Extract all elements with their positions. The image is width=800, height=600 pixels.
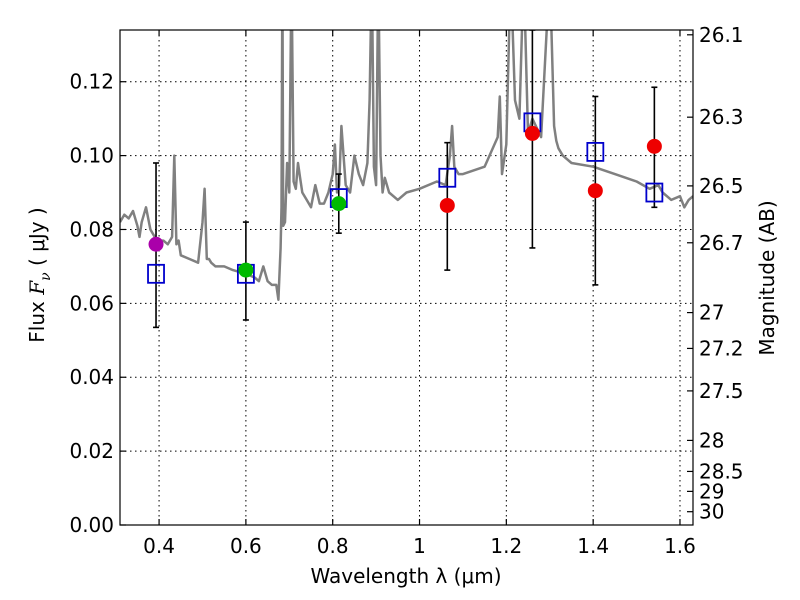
mag-tick-label: 26.5: [699, 174, 744, 198]
x-tick-label: 1.4: [577, 534, 609, 558]
x-tick-label: 1: [413, 534, 426, 558]
axes: 0.4 0.6 0.8 1 1.2 1.4 1.6 0.00 0.02 0.04 0.06 0.08 0…: [69, 23, 743, 558]
mag-tick-label: 27.5: [699, 379, 744, 403]
y-tick-label: 0.06: [69, 291, 114, 315]
observed-point-marker: [587, 183, 603, 199]
y-axis-label-unit: ( μJy ): [25, 207, 49, 272]
y-tick-label: 0.02: [69, 439, 114, 463]
observed-point-marker: [439, 197, 455, 213]
model-square-marker: [586, 142, 605, 162]
x-tick-label: 1.2: [490, 534, 522, 558]
plot-area: [120, 30, 693, 329]
model-square-marker: [438, 167, 457, 188]
y-tick-label: 0.04: [69, 365, 114, 389]
observed-point-marker: [238, 262, 254, 278]
plot-frame: [119, 29, 694, 526]
mag-tick-label: 30: [699, 500, 724, 524]
y-axis-label: Flux Fν ( μJy ): [25, 207, 54, 342]
mag-tick-label: 28: [699, 428, 724, 452]
y-axis-label-symbol: F: [25, 280, 49, 296]
mag-tick-label: 26.3: [699, 105, 744, 129]
y-tick-label: 0.00: [69, 513, 114, 537]
observed-point-marker: [524, 125, 540, 141]
x-tick-label: 0.4: [143, 534, 175, 558]
mag-tick-label: 28.5: [699, 459, 744, 483]
observed-point-marker: [331, 196, 347, 212]
mag-tick-label: 27: [699, 301, 724, 325]
observed-point-marker: [646, 138, 662, 154]
model-square-marker: [147, 263, 165, 284]
x-tick-label: 0.6: [230, 534, 262, 558]
right-axis-label: Magnitude (AB): [755, 200, 779, 355]
mag-tick-label: 26.7: [699, 231, 744, 255]
y-tick-label: 0.08: [69, 217, 114, 241]
x-tick-label: 0.8: [317, 534, 349, 558]
y-axis-label-subscript: ν: [38, 272, 54, 281]
x-tick-label: 1.6: [664, 534, 696, 558]
x-axis-label: Wavelength λ (μm): [310, 564, 501, 588]
mag-tick-label: 27.2: [699, 336, 744, 360]
mag-tick-label: 29: [699, 479, 724, 503]
y-tick-label: 0.12: [69, 70, 114, 94]
model-square-marker: [645, 182, 664, 203]
y-axis-label-text: Flux: [25, 295, 49, 343]
mag-tick-label: 26.1: [699, 23, 744, 47]
observed-point-marker: [148, 236, 164, 252]
y-tick-label: 0.10: [69, 144, 114, 168]
